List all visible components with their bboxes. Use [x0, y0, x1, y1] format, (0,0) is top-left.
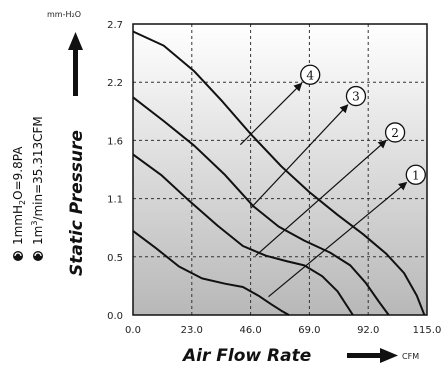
plot-frame — [132, 23, 428, 316]
callout-number-2: 2 — [391, 126, 399, 140]
callout-number-4: 4 — [306, 68, 314, 82]
x-tick-label: 23.0 — [181, 325, 203, 336]
y-tick-label: 2.7 — [107, 20, 123, 31]
callout-arrow-1 — [268, 181, 408, 298]
y-tick-label: 2.2 — [107, 78, 123, 89]
conversion-flow: 1m3/min=35.313CFM — [30, 116, 45, 245]
y-axis-title: Static Pressure — [67, 130, 87, 276]
x-tick-label: 46.0 — [239, 325, 261, 336]
x-unit-label: CFM — [402, 352, 419, 361]
callout-badge-2 — [384, 122, 406, 143]
callout-number-1: 1 — [412, 168, 420, 182]
x-axis-title: Air Flow Rate — [181, 346, 311, 366]
y-axis-arrow — [68, 32, 83, 96]
y-tick-label: 1.6 — [107, 136, 123, 147]
x-tick-label: 92.0 — [357, 325, 379, 336]
callout-arrows: 1 2 3 4 — [239, 64, 426, 298]
x-tick-label: 69.0 — [298, 325, 320, 336]
y-tick-label: 0.0 — [107, 311, 123, 322]
curve-4 — [132, 30, 426, 316]
y-tick-label: 1.1 — [107, 195, 123, 206]
callout-badge-3 — [345, 85, 367, 107]
callout-number-3: 3 — [352, 90, 360, 104]
x-tick-label: 115.0 — [413, 325, 441, 336]
x-tick-label: 0.0 — [125, 325, 141, 336]
callout-arrow-4 — [239, 82, 303, 146]
x-tick-labels: 0.0 23.0 46.0 69.0 92.0 115.0 — [125, 325, 441, 336]
conversion-notes: 1mmH2O=9.8PA 1m3/min=35.313CFM — [11, 116, 45, 261]
conversion-pressure: 1mmH2O=9.8PA — [11, 146, 27, 245]
y-tick-labels: 0.0 0.5 1.1 1.6 2.2 2.7 — [107, 20, 123, 322]
y-unit-label: mm-H₂O — [47, 10, 81, 19]
curve-3 — [132, 96, 390, 316]
curves — [132, 30, 426, 316]
x-axis-arrow — [347, 348, 398, 363]
callout-arrow-2 — [255, 139, 387, 257]
callout-badge-1 — [405, 164, 426, 185]
callout-badge-4 — [300, 64, 321, 85]
y-tick-label: 0.5 — [107, 253, 123, 264]
plot-background — [133, 24, 427, 315]
curve-1 — [132, 230, 290, 316]
callout-arrow-3 — [250, 104, 349, 209]
curve-2 — [132, 153, 354, 316]
